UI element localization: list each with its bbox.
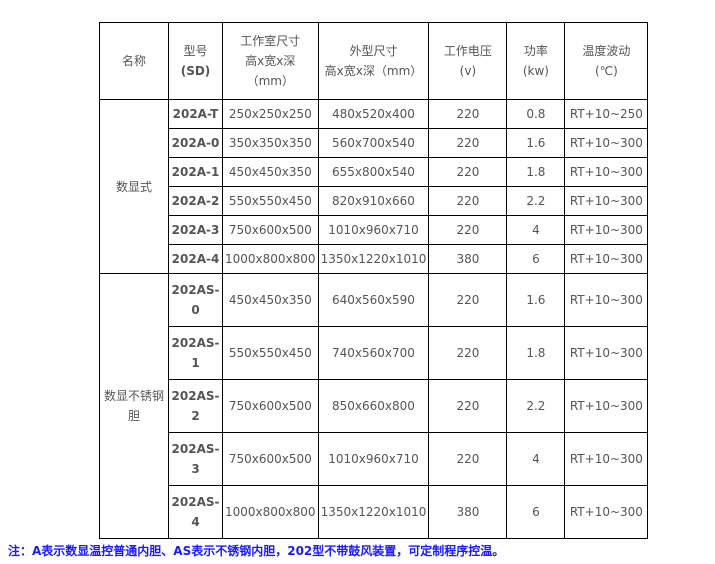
table-row: 数显式 202A-T 250x250x250 480x520x400 220 0.8 RT+…	[99, 99, 649, 274]
model-cell: 202A-1	[168, 157, 223, 187]
value-cell: 0.8	[506, 99, 566, 129]
table-row: 数显不锈钢胆 202AS-0 450x450x350 640x560x590 220 1.…	[99, 273, 649, 539]
value-cell: 820x910x660	[317, 186, 430, 216]
model-cell: 202AS-2	[168, 379, 223, 433]
value-cell: 220	[428, 273, 508, 327]
model-cell: 202A-4	[168, 244, 223, 274]
value-cell: 1.8	[506, 157, 566, 187]
header-cell: 型号 (SD)	[168, 22, 223, 100]
value-cell: 655x800x540	[317, 157, 430, 187]
group-name: 数显不锈钢胆	[99, 273, 169, 539]
header-cell: 名称	[99, 22, 169, 100]
value-cell: 380	[428, 244, 508, 274]
value-cell: 1.8	[506, 326, 566, 380]
value-cell: 480x520x400	[317, 99, 430, 129]
value-cell: 640x560x590	[317, 273, 430, 327]
value-cell: RT+10~300	[564, 157, 649, 187]
model-cell: 202AS-3	[168, 432, 223, 486]
value-cell: 560x700x540	[317, 128, 430, 158]
table-row: 202AS-2 750x600x500 850x660x800 220 2.2 RT+10…	[100, 379, 649, 433]
value-cell: 220	[428, 99, 508, 129]
value-cell: 450x450x350	[222, 157, 319, 187]
value-cell: 550x550x450	[222, 326, 319, 380]
table-row: 202A-2 550x550x450 820x910x660 220 2.2 RT+10~…	[100, 186, 649, 216]
table-row: 202AS-4 1000x800x800 1350x1220x1010 380 6 RT+…	[100, 485, 649, 539]
model-cell: 202AS-1	[168, 326, 223, 380]
header-cell: 功率 (kw)	[506, 22, 566, 100]
value-cell: RT+10~300	[564, 186, 649, 216]
model-cell: 202A-3	[168, 215, 223, 245]
spec-table: 名称 型号 (SD) 工作室尺寸 高x宽x深 （mm） 外型尺寸 高x宽x深（mm） 工作电压(…	[99, 22, 649, 539]
value-cell: RT+10~300	[564, 244, 649, 274]
header-cell: 温度波动 (℃)	[564, 22, 649, 100]
table-row: 202A-1 450x450x350 655x800x540 220 1.8 RT+10~…	[100, 157, 649, 187]
header-row: 名称 型号 (SD) 工作室尺寸 高x宽x深 （mm） 外型尺寸 高x宽x深（mm） 工作电压(…	[99, 22, 649, 100]
value-cell: RT+10~250	[564, 99, 649, 129]
value-cell: 380	[428, 485, 508, 539]
value-cell: 220	[428, 186, 508, 216]
value-cell: 450x450x350	[222, 273, 319, 327]
table-row: 202A-3 750x600x500 1010x960x710 220 4 RT+10~3…	[100, 215, 649, 245]
model-cell: 202AS-4	[168, 485, 223, 539]
header-cell: 工作电压 (v)	[428, 22, 508, 100]
table-row: 202A-4 1000x800x800 1350x1220x1010 380 6 RT+1…	[100, 244, 649, 274]
value-cell: RT+10~300	[564, 379, 649, 433]
value-cell: RT+10~300	[564, 326, 649, 380]
value-cell: 740x560x700	[317, 326, 430, 380]
table-row: 202AS-1 550x550x450 740x560x700 220 1.8 RT+10…	[100, 326, 649, 380]
value-cell: 350x350x350	[222, 128, 319, 158]
value-cell: 220	[428, 215, 508, 245]
value-cell: 550x550x450	[222, 186, 319, 216]
value-cell: 1.6	[506, 128, 566, 158]
value-cell: 6	[506, 485, 566, 539]
value-cell: 220	[428, 432, 508, 486]
model-cell: 202A-2	[168, 186, 223, 216]
value-cell: 250x250x250	[222, 99, 319, 129]
value-cell: RT+10~300	[564, 128, 649, 158]
value-cell: 1000x800x800	[222, 485, 319, 539]
value-cell: 750x600x500	[222, 432, 319, 486]
value-cell: 4	[506, 432, 566, 486]
value-cell: RT+10~300	[564, 273, 649, 327]
model-cell: 202A-0	[168, 128, 223, 158]
value-cell: 1010x960x710	[317, 432, 430, 486]
table-row: 202A-0 350x350x350 560x700x540 220 1.6 RT+10~…	[100, 128, 649, 158]
value-cell: 1.6	[506, 273, 566, 327]
value-cell: 1000x800x800	[222, 244, 319, 274]
model-cell: 202AS-0	[168, 273, 223, 327]
value-cell: RT+10~300	[564, 485, 649, 539]
value-cell: RT+10~300	[564, 432, 649, 486]
value-cell: 750x600x500	[222, 215, 319, 245]
value-cell: 2.2	[506, 186, 566, 216]
value-cell: 850x660x800	[317, 379, 430, 433]
header-cell: 工作室尺寸 高x宽x深 （mm）	[222, 22, 319, 100]
value-cell: 220	[428, 157, 508, 187]
group-name: 数显式	[99, 99, 169, 274]
value-cell: 1350x1220x1010	[317, 244, 430, 274]
value-cell: RT+10~300	[564, 215, 649, 245]
value-cell: 6	[506, 244, 566, 274]
header-cell: 外型尺寸 高x宽x深（mm）	[317, 22, 430, 100]
footnote: 注：A表示数显温控普通内胆、AS表示不锈钢内胆，202型不带鼓风装置，可定制程序…	[8, 544, 505, 558]
value-cell: 1350x1220x1010	[317, 485, 430, 539]
value-cell: 1010x960x710	[317, 215, 430, 245]
value-cell: 220	[428, 379, 508, 433]
table-row: 202AS-3 750x600x500 1010x960x710 220 4 RT+10~…	[100, 432, 649, 486]
value-cell: 220	[428, 326, 508, 380]
value-cell: 4	[506, 215, 566, 245]
value-cell: 2.2	[506, 379, 566, 433]
value-cell: 750x600x500	[222, 379, 319, 433]
model-cell: 202A-T	[168, 99, 223, 129]
value-cell: 220	[428, 128, 508, 158]
